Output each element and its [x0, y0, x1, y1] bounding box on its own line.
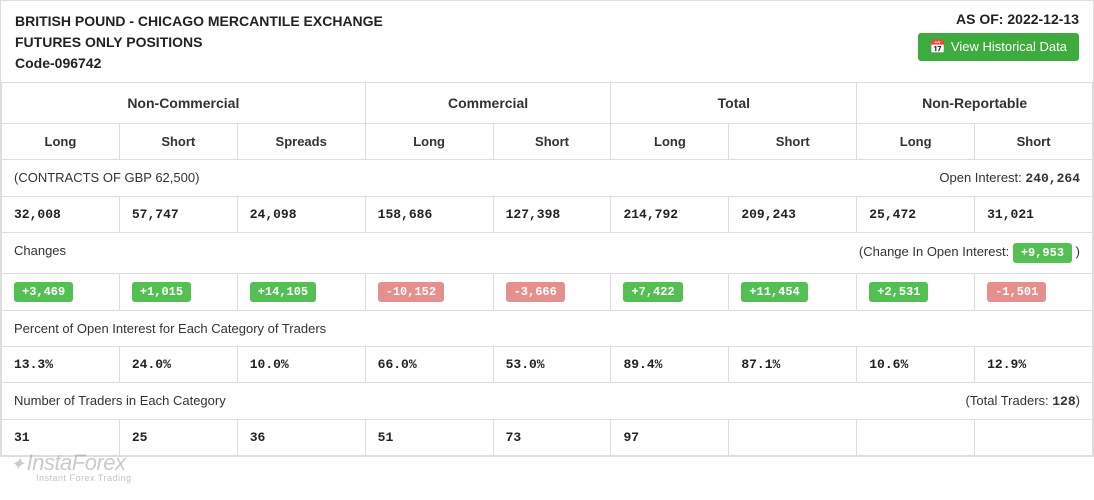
group-non-reportable: Non-Reportable	[857, 83, 1093, 124]
val-com-short: 127,398	[493, 197, 611, 233]
col-tot-short: Short	[729, 124, 857, 160]
total-traders-value: 128	[1052, 394, 1075, 409]
as-of-date: 2022-12-13	[1007, 11, 1079, 27]
col-com-long: Long	[365, 124, 493, 160]
trd-nc-spreads: 36	[237, 420, 365, 456]
val-tot-short: 209,243	[729, 197, 857, 233]
pct-nc-long: 13.3%	[2, 347, 120, 383]
group-commercial: Commercial	[365, 83, 611, 124]
chg-nr-short: -1,501	[987, 282, 1046, 302]
chg-nc-short: +1,015	[132, 282, 191, 302]
watermark: ✦InstaForex Instant Forex Trading	[10, 450, 132, 483]
group-non-commercial: Non-Commercial	[2, 83, 366, 124]
chg-com-short: -3,666	[506, 282, 565, 302]
chg-nc-spreads: +14,105	[250, 282, 316, 302]
trd-com-short: 73	[493, 420, 611, 456]
trd-tot-short	[729, 420, 857, 456]
col-nc-spreads: Spreads	[237, 124, 365, 160]
trd-nc-short: 25	[119, 420, 237, 456]
col-nr-short: Short	[975, 124, 1093, 160]
val-tot-long: 214,792	[611, 197, 729, 233]
pct-nr-short: 12.9%	[975, 347, 1093, 383]
pct-label-row: Percent of Open Interest for Each Catego…	[2, 311, 1093, 347]
col-tot-long: Long	[611, 124, 729, 160]
val-nr-short: 31,021	[975, 197, 1093, 233]
pct-com-long: 66.0%	[365, 347, 493, 383]
group-total: Total	[611, 83, 857, 124]
val-nc-short: 57,747	[119, 197, 237, 233]
chg-tot-long: +7,422	[623, 282, 682, 302]
as-of-label: AS OF: 2022-12-13	[918, 11, 1079, 27]
contracts-info-row: (CONTRACTS OF GBP 62,500) Open Interest:…	[2, 160, 1093, 197]
val-nr-long: 25,472	[857, 197, 975, 233]
pct-nc-spreads: 10.0%	[237, 347, 365, 383]
chg-com-long: -10,152	[378, 282, 444, 302]
val-nc-spreads: 24,098	[237, 197, 365, 233]
trd-tot-long: 97	[611, 420, 729, 456]
view-historical-data-button[interactable]: 📅View Historical Data	[918, 33, 1079, 61]
report-code: Code-096742	[15, 53, 383, 74]
col-nc-short: Short	[119, 124, 237, 160]
col-nc-long: Long	[2, 124, 120, 160]
chg-nc-long: +3,469	[14, 282, 73, 302]
open-interest-value: 240,264	[1025, 171, 1080, 186]
title-line1: BRITISH POUND - CHICAGO MERCANTILE EXCHA…	[15, 11, 383, 32]
positions-table: Non-Commercial Commercial Total Non-Repo…	[1, 82, 1093, 456]
val-nc-long: 32,008	[2, 197, 120, 233]
changes-info-row: Changes (Change In Open Interest: +9,953…	[2, 233, 1093, 274]
chg-tot-short: +11,454	[741, 282, 807, 302]
trd-nr-long	[857, 420, 975, 456]
val-com-long: 158,686	[365, 197, 493, 233]
trd-nr-short	[975, 420, 1093, 456]
col-com-short: Short	[493, 124, 611, 160]
pct-tot-long: 89.4%	[611, 347, 729, 383]
trd-com-long: 51	[365, 420, 493, 456]
chg-nr-long: +2,531	[869, 282, 928, 302]
pct-tot-short: 87.1%	[729, 347, 857, 383]
col-nr-long: Long	[857, 124, 975, 160]
pct-com-short: 53.0%	[493, 347, 611, 383]
star-icon: ✦	[10, 454, 25, 474]
report-title: BRITISH POUND - CHICAGO MERCANTILE EXCHA…	[15, 11, 383, 74]
traders-info-row: Number of Traders in Each Category (Tota…	[2, 383, 1093, 420]
change-open-interest-value: +9,953	[1013, 243, 1072, 263]
calendar-icon: 📅	[930, 39, 946, 54]
title-line2: FUTURES ONLY POSITIONS	[15, 32, 383, 53]
pct-nc-short: 24.0%	[119, 347, 237, 383]
pct-nr-long: 10.6%	[857, 347, 975, 383]
